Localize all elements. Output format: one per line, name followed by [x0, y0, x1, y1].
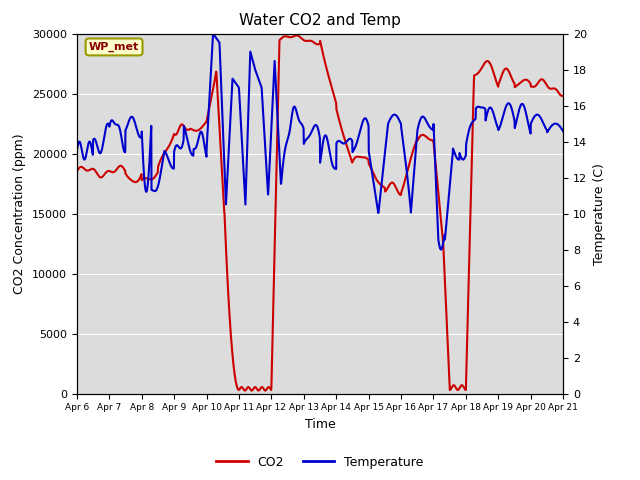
Temperature [209, 31, 217, 36]
Temperature [559, 129, 567, 134]
Line: CO2: CO2 [77, 36, 563, 391]
Y-axis label: Temperature (C): Temperature (C) [593, 163, 605, 264]
Y-axis label: CO2 Concentration (ppm): CO2 Concentration (ppm) [13, 133, 26, 294]
CO2 [73, 168, 81, 174]
Temperature [98, 148, 106, 154]
CO2 [559, 93, 567, 98]
Line: Temperature: Temperature [77, 34, 563, 250]
Legend: CO2, Temperature: CO2, Temperature [211, 451, 429, 474]
Temperature [310, 125, 317, 131]
Text: WP_met: WP_met [89, 42, 140, 52]
CO2 [98, 174, 106, 180]
CO2 [456, 384, 464, 390]
Temperature [437, 247, 445, 252]
CO2 [241, 388, 249, 394]
CO2 [297, 35, 305, 41]
Temperature [546, 126, 554, 132]
CO2 [310, 39, 317, 45]
CO2 [292, 33, 300, 38]
Title: Water CO2 and Temp: Water CO2 and Temp [239, 13, 401, 28]
Temperature [456, 152, 464, 158]
Temperature [297, 120, 305, 126]
Temperature [545, 126, 553, 132]
X-axis label: Time: Time [305, 418, 335, 431]
CO2 [545, 85, 553, 91]
CO2 [546, 85, 554, 91]
Temperature [73, 148, 81, 154]
